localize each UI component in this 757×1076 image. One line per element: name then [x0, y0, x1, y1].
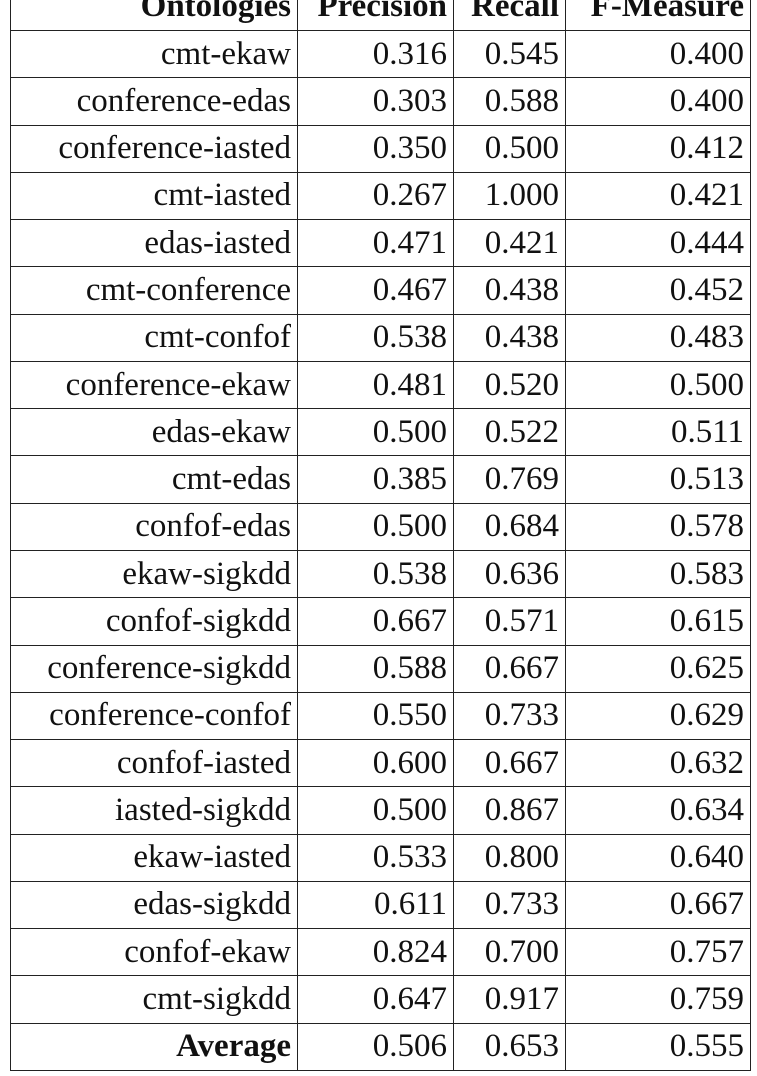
- value-cell: 0.400: [565, 30, 751, 79]
- value-cell: 0.578: [565, 502, 751, 551]
- header-cell: Precision: [297, 0, 454, 31]
- value-cell: 0.385: [297, 455, 454, 504]
- average-label: Average: [10, 1022, 298, 1071]
- value-cell: 0.667: [453, 739, 566, 788]
- value-cell: 0.867: [453, 786, 566, 835]
- value-cell: 0.629: [565, 691, 751, 741]
- value-cell: 0.583: [565, 549, 751, 599]
- label-cell: confof-iasted: [10, 739, 298, 788]
- value-cell: 0.500: [297, 786, 454, 835]
- value-cell: 0.483: [565, 313, 751, 362]
- label-cell: cmt-conference: [10, 266, 298, 315]
- label-cell: confof-ekaw: [10, 928, 298, 977]
- value-cell: 0.759: [565, 975, 751, 1024]
- value-cell: 0.520: [453, 360, 566, 410]
- value-cell: 0.600: [297, 739, 454, 788]
- average-value: 0.653: [453, 1022, 566, 1071]
- value-cell: 0.800: [453, 833, 566, 882]
- value-cell: 0.350: [297, 124, 454, 173]
- label-cell: conference-confof: [10, 691, 298, 741]
- value-cell: 0.500: [565, 360, 751, 410]
- label-cell: confof-edas: [10, 502, 298, 551]
- label-cell: conference-iasted: [10, 124, 298, 173]
- value-cell: 0.316: [297, 30, 454, 79]
- value-cell: 0.757: [565, 928, 751, 977]
- value-cell: 0.421: [453, 219, 566, 268]
- value-cell: 0.500: [297, 502, 454, 551]
- label-cell: confof-sigkdd: [10, 597, 298, 646]
- value-cell: 0.615: [565, 597, 751, 646]
- value-cell: 0.513: [565, 455, 751, 504]
- header-cell: Recall: [453, 0, 566, 31]
- value-cell: 0.303: [297, 77, 454, 126]
- value-cell: 0.538: [297, 313, 454, 362]
- label-cell: cmt-iasted: [10, 171, 298, 221]
- value-cell: 0.471: [297, 219, 454, 268]
- label-cell: cmt-sigkdd: [10, 975, 298, 1024]
- value-cell: 0.588: [297, 644, 454, 693]
- value-cell: 0.636: [453, 549, 566, 599]
- value-cell: 0.421: [565, 171, 751, 221]
- header-cell: F-Measure: [565, 0, 751, 31]
- label-cell: iasted-sigkdd: [10, 786, 298, 835]
- label-cell: ekaw-iasted: [10, 833, 298, 882]
- value-cell: 0.452: [565, 266, 751, 315]
- average-value: 0.506: [297, 1022, 454, 1071]
- label-cell: cmt-ekaw: [10, 30, 298, 79]
- value-cell: 0.545: [453, 30, 566, 79]
- label-cell: cmt-edas: [10, 455, 298, 504]
- value-cell: 0.500: [453, 124, 566, 173]
- value-cell: 0.438: [453, 313, 566, 362]
- value-cell: 0.640: [565, 833, 751, 882]
- value-cell: 0.588: [453, 77, 566, 126]
- value-cell: 0.467: [297, 266, 454, 315]
- value-cell: 0.444: [565, 219, 751, 268]
- value-cell: 0.733: [453, 691, 566, 741]
- value-cell: 0.632: [565, 739, 751, 788]
- label-cell: conference-sigkdd: [10, 644, 298, 693]
- value-cell: 0.481: [297, 360, 454, 410]
- value-cell: 0.412: [565, 124, 751, 173]
- value-cell: 0.684: [453, 502, 566, 551]
- value-cell: 0.538: [297, 549, 454, 599]
- value-cell: 0.917: [453, 975, 566, 1024]
- value-cell: 0.667: [565, 880, 751, 930]
- header-cell: Ontologies: [10, 0, 298, 31]
- label-cell: cmt-confof: [10, 313, 298, 362]
- label-cell: conference-ekaw: [10, 360, 298, 410]
- value-cell: 0.700: [453, 928, 566, 977]
- value-cell: 0.611: [297, 880, 454, 930]
- value-cell: 0.667: [453, 644, 566, 693]
- label-cell: conference-edas: [10, 77, 298, 126]
- average-value: 0.555: [565, 1022, 751, 1071]
- label-cell: edas-sigkdd: [10, 880, 298, 930]
- value-cell: 0.550: [297, 691, 454, 741]
- value-cell: 1.000: [453, 171, 566, 221]
- value-cell: 0.667: [297, 597, 454, 646]
- label-cell: edas-ekaw: [10, 408, 298, 457]
- value-cell: 0.769: [453, 455, 566, 504]
- value-cell: 0.634: [565, 786, 751, 835]
- value-cell: 0.522: [453, 408, 566, 457]
- value-cell: 0.500: [297, 408, 454, 457]
- value-cell: 0.571: [453, 597, 566, 646]
- label-cell: edas-iasted: [10, 219, 298, 268]
- value-cell: 0.438: [453, 266, 566, 315]
- value-cell: 0.625: [565, 644, 751, 693]
- value-cell: 0.647: [297, 975, 454, 1024]
- value-cell: 0.511: [565, 408, 751, 457]
- value-cell: 0.824: [297, 928, 454, 977]
- value-cell: 0.267: [297, 171, 454, 221]
- value-cell: 0.400: [565, 77, 751, 126]
- label-cell: ekaw-sigkdd: [10, 549, 298, 599]
- value-cell: 0.533: [297, 833, 454, 882]
- value-cell: 0.733: [453, 880, 566, 930]
